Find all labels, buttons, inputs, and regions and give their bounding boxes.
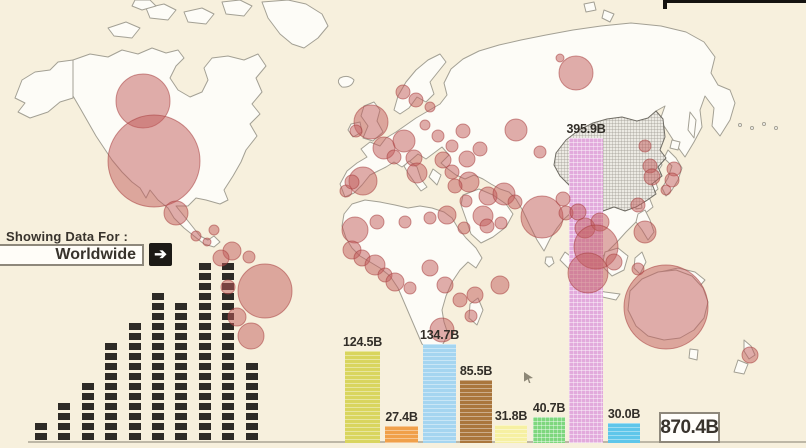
showing-data-for-label: Showing Data For : <box>6 229 129 244</box>
map-arctic-island <box>145 3 177 21</box>
map-philippines <box>635 209 655 241</box>
bar-value-label: 30.0B <box>607 407 641 421</box>
map-sulawesi <box>633 251 647 275</box>
map-arctic-island <box>107 21 141 39</box>
map-aleutian-dot <box>738 123 742 127</box>
right-arrow-icon: ➔ <box>154 246 167 263</box>
timeline-bar-7[interactable] <box>175 303 188 440</box>
timeline-bar-3[interactable] <box>81 383 94 440</box>
region-selector-value: Worldwide <box>55 246 136 263</box>
bar-value-label: 124.5B <box>342 335 383 349</box>
map-sri-lanka <box>544 256 555 268</box>
category-bar-124.5B[interactable] <box>345 351 380 443</box>
map-africa <box>341 199 483 351</box>
bar-value-label: 395.9B <box>566 122 606 136</box>
total-value-box: 870.4B <box>659 412 720 443</box>
timeline-bar-4[interactable] <box>105 343 118 440</box>
map-arctic-island <box>221 0 253 17</box>
map-uk <box>360 101 384 142</box>
map-madagascar <box>468 297 484 326</box>
top-edge-rule <box>663 0 806 3</box>
map-aleutian-dot <box>750 126 754 130</box>
category-bar-395.9B[interactable] <box>569 138 603 443</box>
map-novaya-zemlya <box>601 9 615 23</box>
map-tasmania <box>688 348 699 361</box>
map-italy <box>403 160 428 192</box>
top-edge-rule-tick <box>663 0 667 9</box>
map-hokkaido <box>669 139 681 151</box>
bar-value-label: 40.7B <box>532 401 566 415</box>
category-bar-30.0B[interactable] <box>608 423 640 443</box>
timeline-bar-2[interactable] <box>58 403 71 440</box>
bar-value-label: 31.8B <box>494 409 528 423</box>
timeline-bar-1[interactable] <box>35 423 47 440</box>
map-arabia <box>460 188 514 244</box>
mouse-cursor-icon <box>524 372 533 383</box>
map-aleutian-dot <box>774 126 778 130</box>
bar-value-label: 27.4B <box>385 410 418 424</box>
map-greece <box>428 168 442 186</box>
map-greenland <box>261 0 329 49</box>
map-ireland <box>347 121 363 138</box>
bar-value-label: 85.5B <box>459 364 493 378</box>
map-new-zealand-south <box>733 359 749 375</box>
map-australia <box>627 269 709 341</box>
timeline-bar-10[interactable] <box>245 363 258 440</box>
timeline-bar-6[interactable] <box>152 293 164 440</box>
category-bar-31.8B[interactable] <box>495 425 527 443</box>
category-bar-40.7B[interactable] <box>533 417 565 443</box>
map-aleutian-dot <box>762 122 766 126</box>
category-bar-85.5B[interactable] <box>460 380 492 443</box>
map-borneo <box>601 247 629 277</box>
timeline-bar-9[interactable] <box>222 263 235 440</box>
bar-value-label: 134.7B <box>419 328 460 342</box>
map-new-zealand-north <box>743 339 756 360</box>
timeline-bar-8[interactable] <box>198 263 211 440</box>
map-svalbard <box>583 1 597 13</box>
map-arctic-island <box>183 7 215 25</box>
map-arctic-island <box>131 0 157 11</box>
category-bar-134.7B[interactable] <box>423 344 456 443</box>
category-bar-27.4B[interactable] <box>385 426 418 443</box>
region-selector[interactable]: Worldwide <box>0 244 144 266</box>
timeline-bar-5[interactable] <box>128 323 141 440</box>
total-value: 870.4B <box>660 416 719 438</box>
region-selector-next-button[interactable]: ➔ <box>149 243 172 266</box>
map-iceland <box>337 75 355 88</box>
map-sakhalin <box>687 111 697 139</box>
map-north-america <box>72 47 267 248</box>
map-alaska <box>14 59 74 119</box>
